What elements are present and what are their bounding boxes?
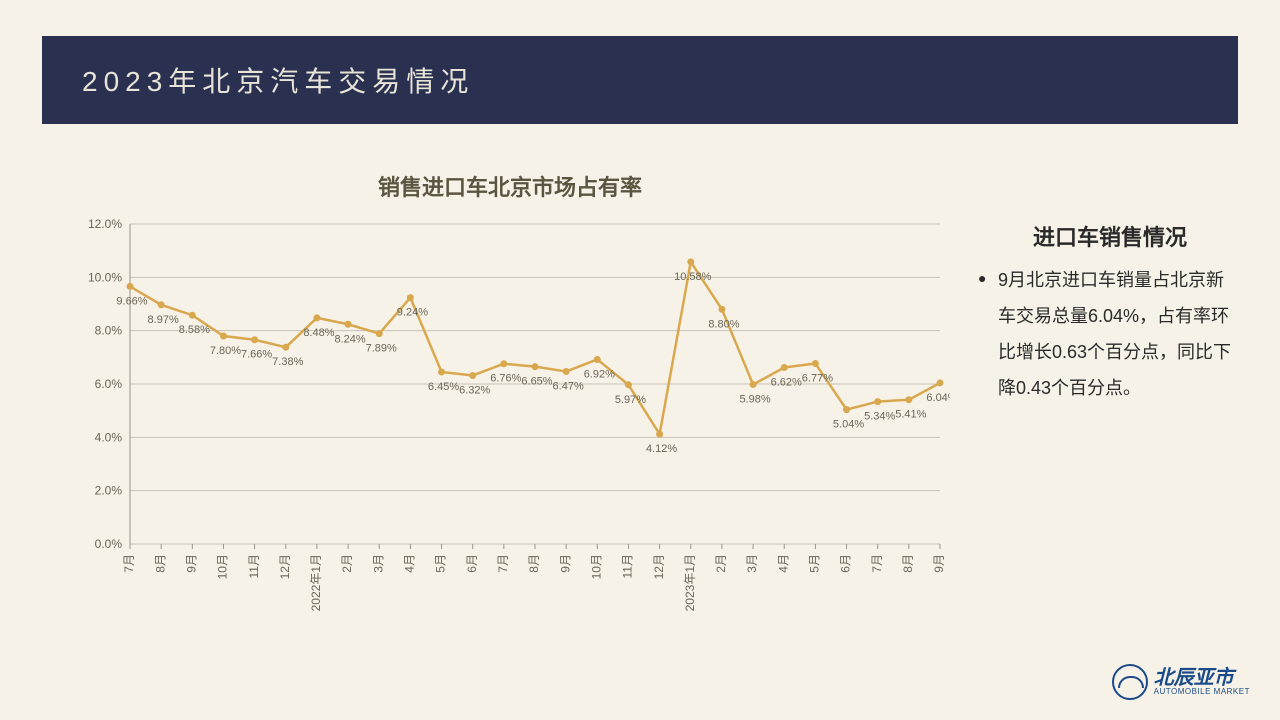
- logo-mark-icon: [1112, 664, 1148, 700]
- svg-text:4.0%: 4.0%: [95, 430, 123, 444]
- svg-text:7月: 7月: [496, 554, 510, 573]
- svg-text:6.04%: 6.04%: [926, 392, 950, 404]
- svg-text:6月: 6月: [839, 554, 853, 573]
- logo: 北辰亚市 AUTOMOBILE MARKET: [1112, 664, 1250, 700]
- svg-text:4月: 4月: [403, 554, 417, 573]
- svg-text:9.66%: 9.66%: [116, 295, 147, 307]
- svg-text:6.45%: 6.45%: [428, 381, 459, 393]
- svg-text:6.76%: 6.76%: [490, 373, 521, 385]
- svg-text:9.24%: 9.24%: [397, 307, 428, 319]
- svg-text:2月: 2月: [340, 554, 354, 573]
- svg-text:5.98%: 5.98%: [739, 394, 770, 406]
- svg-text:9月: 9月: [932, 554, 946, 573]
- logo-text: 北辰亚市 AUTOMOBILE MARKET: [1154, 668, 1250, 696]
- svg-text:2023年1月: 2023年1月: [683, 554, 697, 611]
- svg-text:10.58%: 10.58%: [674, 271, 712, 283]
- svg-text:3月: 3月: [371, 554, 385, 573]
- svg-text:2.0%: 2.0%: [95, 484, 123, 498]
- svg-text:5月: 5月: [808, 554, 822, 573]
- svg-text:4.12%: 4.12%: [646, 443, 677, 455]
- side-title: 进口车销售情况: [980, 220, 1240, 252]
- svg-text:7.80%: 7.80%: [210, 345, 241, 357]
- svg-text:4月: 4月: [776, 554, 790, 573]
- svg-text:3月: 3月: [745, 554, 759, 573]
- svg-text:6.65%: 6.65%: [521, 376, 552, 388]
- line-chart: 0.0% 2.0% 4.0% 6.0% 8.0% 10.0% 12.0% 7月 8月 9月 10月 1…: [70, 214, 950, 644]
- svg-text:12.0%: 12.0%: [88, 217, 122, 231]
- svg-text:6月: 6月: [465, 554, 479, 573]
- svg-text:8.48%: 8.48%: [303, 327, 334, 339]
- svg-text:11月: 11月: [247, 554, 261, 578]
- svg-text:10.0%: 10.0%: [88, 270, 122, 284]
- svg-text:7月: 7月: [122, 554, 136, 573]
- svg-text:12月: 12月: [652, 554, 666, 579]
- svg-text:5.41%: 5.41%: [895, 409, 926, 421]
- svg-text:8.80%: 8.80%: [708, 318, 739, 330]
- svg-text:8.0%: 8.0%: [95, 324, 123, 338]
- svg-text:6.77%: 6.77%: [802, 372, 833, 384]
- svg-text:7月: 7月: [870, 554, 884, 573]
- svg-text:2022年1月: 2022年1月: [309, 554, 323, 611]
- svg-text:6.92%: 6.92%: [584, 368, 615, 380]
- side-panel: 进口车销售情况 9月北京进口车销量占北京新车交易总量6.04%，占有率环比增长0…: [980, 220, 1240, 406]
- svg-text:10月: 10月: [589, 554, 603, 579]
- chart-title: 销售进口车北京市场占有率: [70, 170, 950, 202]
- svg-text:12月: 12月: [278, 554, 292, 579]
- svg-text:9月: 9月: [184, 554, 198, 573]
- side-body: 9月北京进口车销量占北京新车交易总量6.04%，占有率环比增长0.63个百分点，…: [980, 262, 1240, 406]
- svg-text:8.97%: 8.97%: [148, 314, 179, 326]
- svg-text:8.24%: 8.24%: [334, 333, 365, 345]
- svg-text:6.32%: 6.32%: [459, 384, 490, 396]
- svg-text:8月: 8月: [527, 554, 541, 573]
- svg-text:6.62%: 6.62%: [771, 376, 802, 388]
- svg-text:5.04%: 5.04%: [833, 419, 864, 431]
- svg-text:8月: 8月: [901, 554, 915, 573]
- logo-en: AUTOMOBILE MARKET: [1154, 688, 1250, 696]
- svg-text:7.89%: 7.89%: [366, 343, 397, 355]
- svg-text:9月: 9月: [558, 554, 572, 573]
- chart-container: 销售进口车北京市场占有率 0.0% 2.0% 4.0% 6.0% 8.0% 10.0% 12…: [70, 170, 950, 649]
- logo-cn: 北辰亚市: [1154, 668, 1250, 688]
- svg-text:5.97%: 5.97%: [615, 394, 646, 406]
- svg-text:2月: 2月: [714, 554, 728, 573]
- svg-text:6.47%: 6.47%: [553, 380, 584, 392]
- header-band: 2023年北京汽车交易情况: [42, 36, 1238, 124]
- svg-text:7.38%: 7.38%: [272, 356, 303, 368]
- svg-text:5.34%: 5.34%: [864, 411, 895, 423]
- svg-text:8.58%: 8.58%: [179, 324, 210, 336]
- svg-text:6.0%: 6.0%: [95, 377, 123, 391]
- page-title: 2023年北京汽车交易情况: [82, 60, 474, 100]
- svg-text:7.66%: 7.66%: [241, 349, 272, 361]
- svg-text:0.0%: 0.0%: [95, 537, 123, 551]
- svg-text:5月: 5月: [434, 554, 448, 573]
- svg-text:8月: 8月: [153, 554, 167, 573]
- svg-text:10月: 10月: [216, 554, 230, 579]
- svg-text:11月: 11月: [621, 554, 635, 578]
